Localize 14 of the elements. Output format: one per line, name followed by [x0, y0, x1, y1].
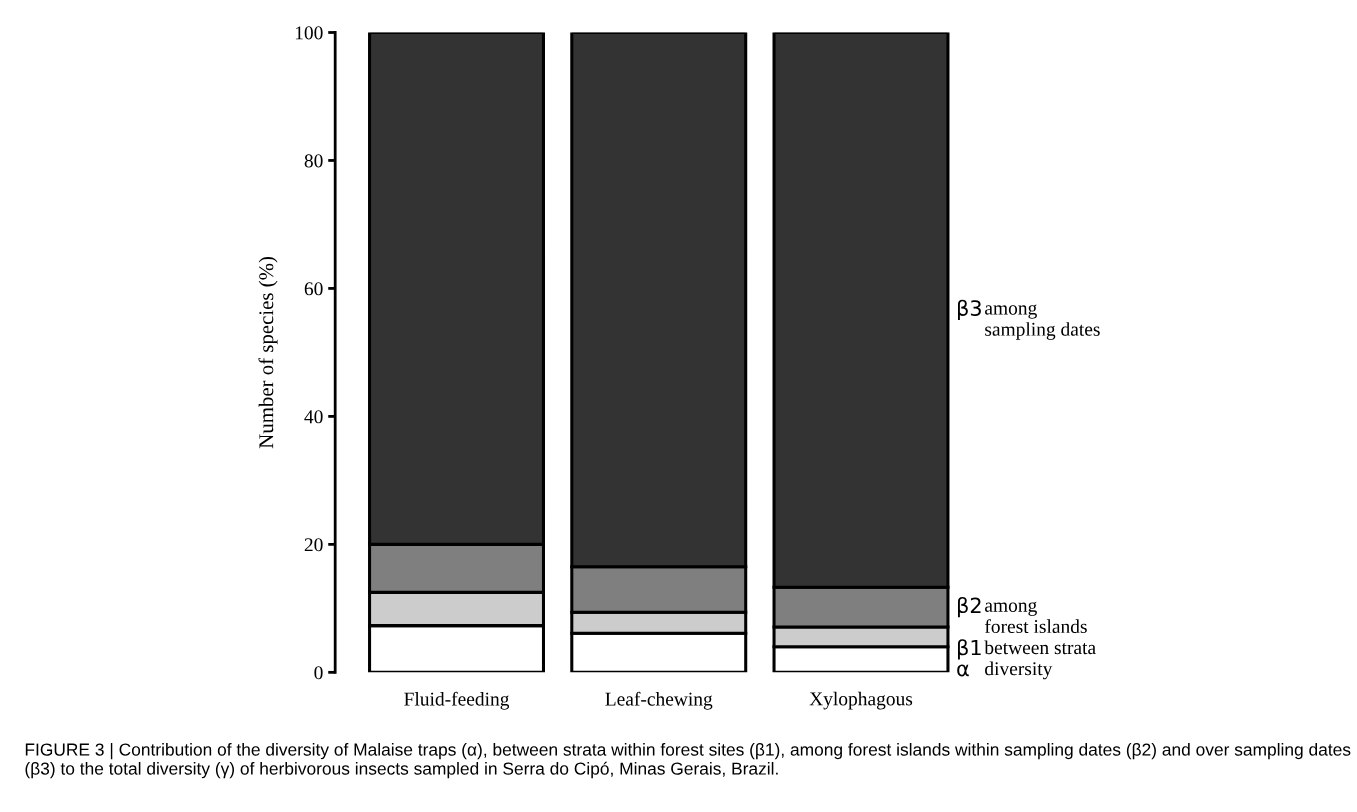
y-tick-label: 0	[314, 666, 323, 680]
y-tick-label: 80	[304, 154, 323, 168]
y-tick-label: 40	[304, 410, 323, 424]
series-label: β3 among sampling dates	[958, 299, 1100, 340]
caption: FIGURE 3 | Contribution of the diversity of Malaise traps (α), between strata within forest sites (β1), among forest islands within sampling dates (β2) and over sampling dates (β3) to the total diversity (γ) of herbivorous insects sampled in Serra do Cipó, Minas Gerais, Brazil.	[25, 742, 1351, 779]
series-label: α diversity	[957, 661, 1053, 680]
x-tick-label: Xylophagous	[809, 691, 913, 710]
series-label: β1 between strata	[958, 639, 1096, 660]
x-tick-label: Leaf-chewing	[605, 691, 713, 710]
x-tick-label: Fluid-feeding	[404, 691, 510, 710]
y-tick-label: 100	[295, 26, 323, 40]
y-tick-label: 60	[304, 282, 323, 296]
y-axis-title: Number of species (%)	[258, 257, 278, 449]
y-tick-label: 20	[304, 538, 323, 552]
